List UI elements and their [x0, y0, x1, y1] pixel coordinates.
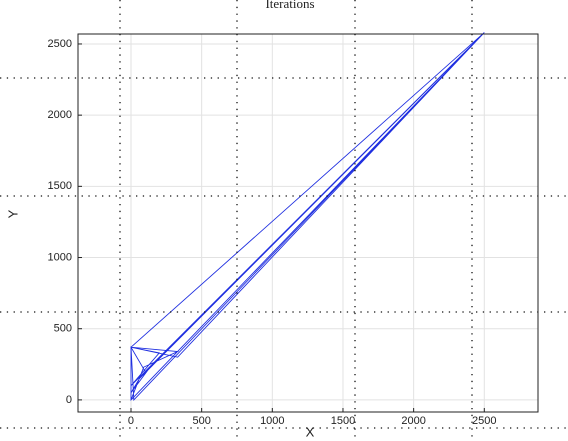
chart-title: Iterations	[265, 0, 314, 11]
x-tick-label: 1000	[260, 415, 284, 427]
data-line	[130, 32, 485, 402]
y-tick-label: 1500	[48, 180, 72, 192]
y-tick-label: 500	[54, 323, 72, 335]
x-tick-label: 2500	[472, 415, 496, 427]
y-tick-label: 2500	[48, 38, 72, 50]
x-tick-label: 500	[192, 415, 210, 427]
plot-frame	[77, 33, 539, 413]
y-axis-label: Y	[5, 209, 20, 218]
y-tick-label: 0	[66, 394, 72, 406]
y-tick-label: 2000	[48, 109, 72, 121]
x-tick-label: 2000	[401, 415, 425, 427]
y-tick-label: 1000	[48, 251, 72, 263]
x-axis-label: X	[306, 424, 315, 439]
plot-area	[78, 32, 538, 412]
x-tick-label: 0	[128, 415, 134, 427]
x-tick-label: 1500	[331, 415, 355, 427]
